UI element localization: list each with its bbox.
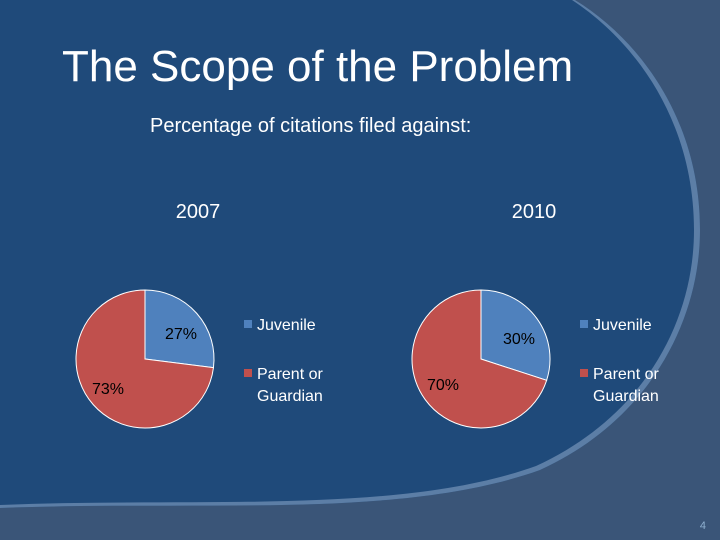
legend-swatch-2007-juvenile [244,320,252,328]
legend-2010: Juvenile Parent or Guardian [580,317,663,405]
legend-label-2007-parent: Parent or Guardian [257,366,327,405]
slide-title: The Scope of the Problem [62,42,574,91]
legend-swatch-2007-parent [244,369,252,377]
chart-title-2007: 2007 [176,201,221,223]
pie-2007-slices [75,289,215,429]
chart-title-2010: 2010 [512,201,557,223]
pie-slice-2010-parent [411,289,548,429]
legend-label-2010-juvenile: Juvenile [593,317,652,334]
pie-slice-2010-juvenile [480,289,551,381]
legend-swatch-2010-parent [580,369,588,377]
legend-2007: Juvenile Parent or Guardian [244,317,327,405]
legend-label-2010-parent-line1: Parent or [593,366,659,383]
page-number: 4 [699,520,706,532]
data-label-2007-parent: 73% [92,381,124,398]
legend-label-2007-parent-line1: Parent or [257,366,323,383]
legend-label-2010-parent-line2: Guardian [593,388,659,405]
data-label-2010-parent: 70% [427,377,459,394]
legend-label-2007-parent-line2: Guardian [257,388,323,405]
data-label-2007-juvenile: 27% [165,326,197,343]
slide-subtitle: Percentage of citations filed against: [150,115,472,137]
legend-label-2010-parent: Parent or Guardian [593,366,663,405]
pie-slice-2007-juvenile [144,289,215,369]
data-label-2010-juvenile: 30% [503,331,535,348]
pie-2010-slices [411,289,551,429]
legend-swatch-2010-juvenile [580,320,588,328]
legend-label-2007-juvenile: Juvenile [257,317,316,334]
pie-slice-2007-parent [75,289,215,429]
